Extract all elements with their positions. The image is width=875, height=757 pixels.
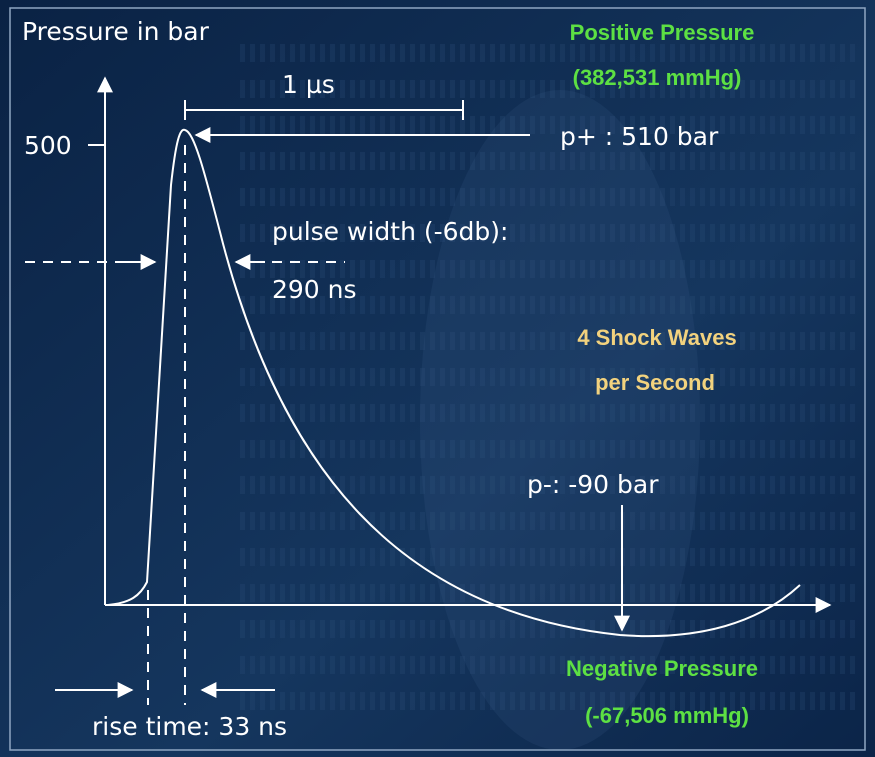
negative-pressure-title: Negative Pressure — [566, 656, 758, 681]
pulse-width-label: pulse width (-6db): — [272, 217, 508, 246]
positive-pressure-title: Positive Pressure — [570, 20, 755, 45]
trough-label: p-: -90 bar — [527, 470, 659, 499]
positive-pressure-value: (382,531 mmHg) — [573, 65, 742, 90]
y-tick-label: 500 — [24, 131, 72, 160]
rise-time-label: rise time: 33 ns — [92, 712, 287, 741]
negative-pressure-value: (-67,506 mmHg) — [585, 703, 749, 728]
diagram: Pressure in bar 500 1 µs p+ : 510 bar pu… — [0, 0, 875, 757]
pulse-width-value: 290 ns — [272, 275, 357, 304]
page: Pressure in bar 500 1 µs p+ : 510 bar pu… — [0, 0, 875, 757]
duration-label: 1 µs — [282, 70, 335, 99]
rate-subtitle: per Second — [595, 370, 715, 395]
peak-label: p+ : 510 bar — [560, 122, 719, 151]
background-shape — [420, 90, 700, 750]
rate-title: 4 Shock Waves — [577, 325, 736, 350]
y-axis-label: Pressure in bar — [22, 17, 210, 46]
